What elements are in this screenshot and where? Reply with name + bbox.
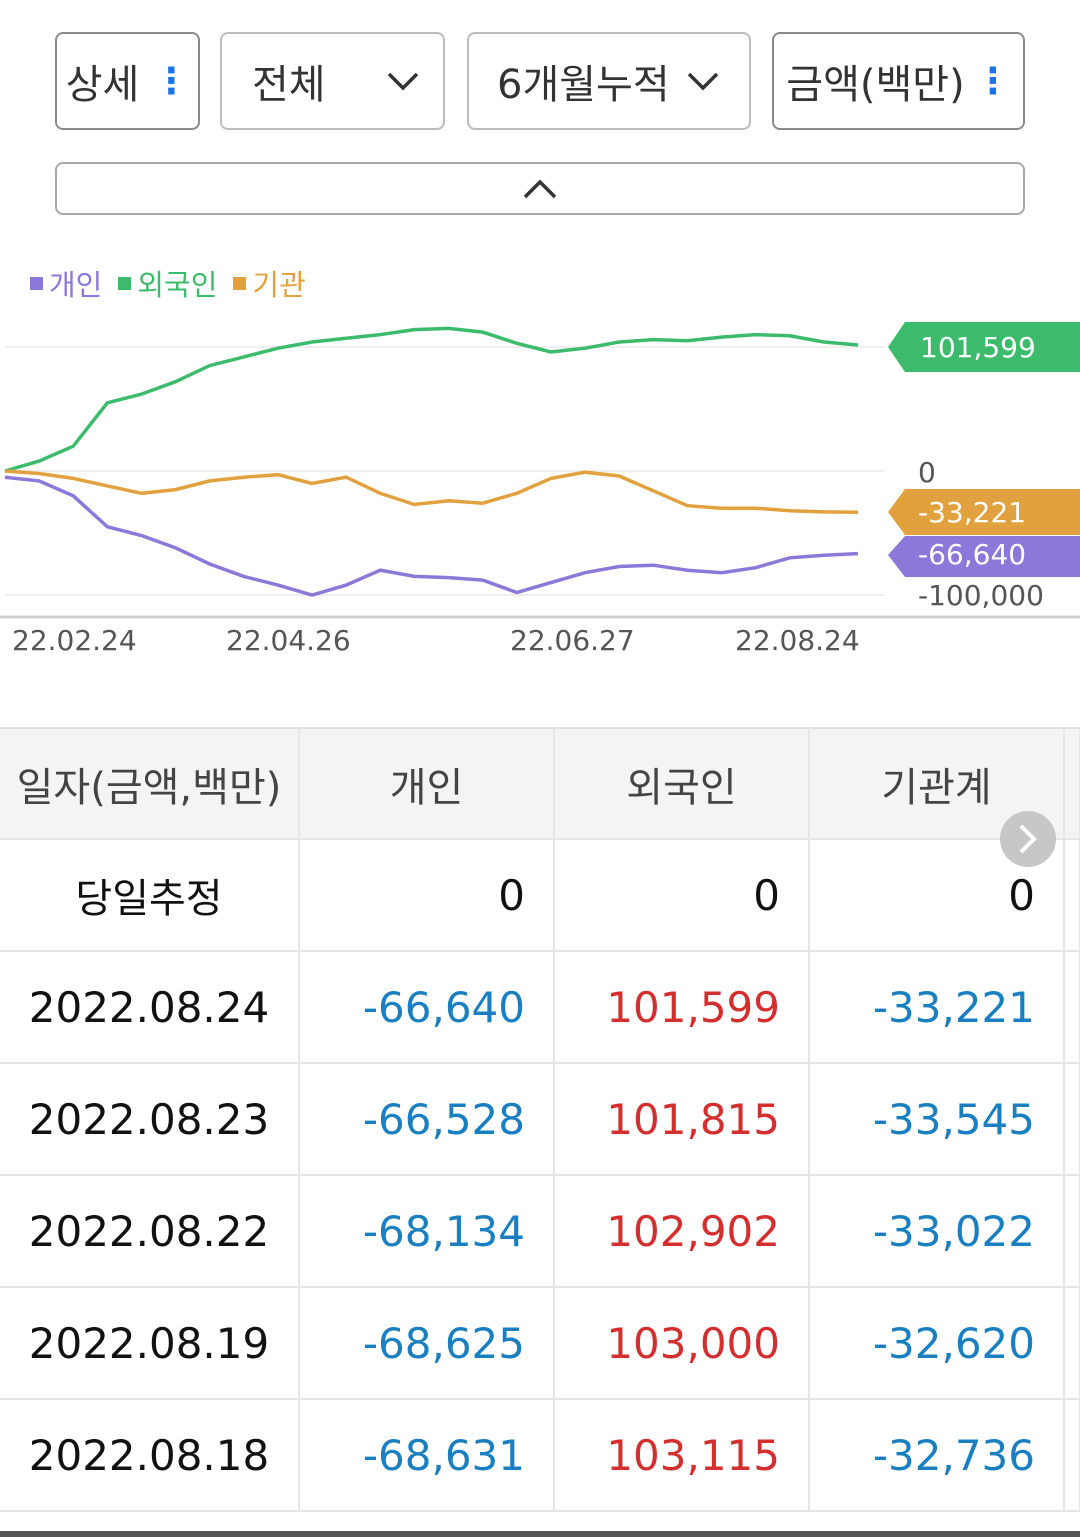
cell-institution: -33,545 [809, 1063, 1065, 1176]
cell-individual: -68,134 [299, 1175, 555, 1288]
cell-foreign: 103,000 [554, 1287, 810, 1400]
header-institution: 기관계 [809, 727, 1065, 840]
cell-foreign: 103,115 [554, 1399, 810, 1512]
chevron-down-icon [687, 72, 718, 91]
table-row: 2022.08.18 -68,631 103,115 -32,736 [0, 1399, 1080, 1512]
table-row-today: 당일추정 0 0 0 [0, 839, 1080, 952]
cell-extra [1064, 839, 1080, 952]
cell-foreign: 0 [554, 839, 810, 952]
end-label-foreign-text: 101,599 [920, 331, 1036, 364]
header-foreign: 외국인 [554, 727, 810, 840]
y-tick-label: -100,000 [918, 579, 1044, 612]
y-tick-label: 0 [918, 456, 936, 489]
chevron-up-icon [523, 179, 557, 198]
cell-date: 2022.08.22 [0, 1175, 300, 1288]
view-select-value: 상세 [65, 62, 140, 108]
unit-select[interactable]: 금액(백만) ⋮ [772, 32, 1025, 130]
legend-label: 개인 [49, 268, 103, 302]
table-row: 2022.08.22 -68,134 102,902 -33,022 [0, 1175, 1080, 1288]
cell-extra [1064, 951, 1080, 1064]
scope-select[interactable]: 전체 [220, 32, 445, 130]
legend-foreign: 외국인 [118, 262, 217, 304]
cell-extra [1064, 1175, 1080, 1288]
scope-select-value: 전체 [252, 62, 326, 108]
cell-extra [1064, 1063, 1080, 1176]
cell-institution: -33,022 [809, 1175, 1065, 1288]
cell-extra [1064, 1287, 1080, 1400]
cell-individual: -66,640 [299, 951, 555, 1064]
cell-date: 2022.08.19 [0, 1287, 300, 1400]
cell-institution: -33,221 [809, 951, 1065, 1064]
x-tick-label: 22.02.24 [12, 624, 137, 657]
x-tick-label: 22.08.24 [735, 624, 860, 657]
cell-extra [1064, 1399, 1080, 1512]
end-label-individual-text: -66,640 [918, 538, 1026, 571]
legend-institution: 기관 [233, 262, 306, 304]
cell-foreign: 101,815 [554, 1063, 810, 1176]
chevron-down-icon [387, 72, 418, 91]
x-tick-label: 22.06.27 [510, 624, 635, 657]
end-label-institution-text: -33,221 [918, 496, 1026, 529]
period-select[interactable]: 6개월누적 [467, 32, 751, 130]
legend-label: 기관 [252, 268, 306, 302]
header-individual: 개인 [299, 727, 555, 840]
cell-date: 2022.08.23 [0, 1063, 300, 1176]
chart-legend: 개인 외국인 기관 [30, 262, 306, 304]
cell-individual: -66,528 [299, 1063, 555, 1176]
investor-table: 일자(금액,백만) 개인 외국인 기관계 당일추정 0 0 0 2022.08.… [0, 727, 1080, 1512]
end-label-institution: -33,221 [888, 489, 1080, 535]
cell-institution: -32,736 [809, 1399, 1065, 1512]
view-select[interactable]: 상세 ⋮ [55, 32, 200, 130]
table-header-row: 일자(금액,백만) 개인 외국인 기관계 [0, 727, 1080, 840]
kebab-icon: ⋮ [153, 60, 190, 102]
table-row: 2022.08.19 -68,625 103,000 -32,620 [0, 1287, 1080, 1400]
cell-individual: 0 [299, 839, 555, 952]
kebab-icon: ⋮ [974, 60, 1011, 102]
investor-trend-chart: 0 -100,000 101,599 -33,221 -66,640 22.02… [0, 322, 1080, 657]
period-select-value: 6개월누적 [497, 62, 670, 108]
series-line-foreign [4, 326, 859, 473]
x-tick-label: 22.04.26 [226, 624, 351, 657]
cell-institution: -32,620 [809, 1287, 1065, 1400]
legend-label: 외국인 [137, 268, 218, 302]
table-row: 2022.08.23 -66,528 101,815 -33,545 [0, 1063, 1080, 1176]
cell-foreign: 102,902 [554, 1175, 810, 1288]
cell-individual: -68,625 [299, 1287, 555, 1400]
cell-date: 2022.08.18 [0, 1399, 300, 1512]
header-date: 일자(금액,백만) [0, 727, 300, 840]
series-line-individual [4, 475, 859, 597]
legend-individual: 개인 [30, 262, 102, 304]
unit-select-value: 금액(백만) [786, 62, 965, 108]
end-label-foreign: 101,599 [888, 322, 1080, 372]
collapse-chart-button[interactable] [55, 162, 1025, 215]
header-extra [1064, 727, 1080, 840]
cell-foreign: 101,599 [554, 951, 810, 1064]
cell-date: 당일추정 [0, 839, 300, 952]
bottom-divider [0, 1531, 1080, 1537]
scroll-right-button[interactable] [1000, 811, 1056, 867]
chevron-right-icon [1019, 824, 1037, 854]
cell-individual: -68,631 [299, 1399, 555, 1512]
cell-date: 2022.08.24 [0, 951, 300, 1064]
end-label-individual: -66,640 [888, 536, 1080, 577]
series-line-institution [4, 469, 859, 514]
table-row: 2022.08.24 -66,640 101,599 -33,221 [0, 951, 1080, 1064]
